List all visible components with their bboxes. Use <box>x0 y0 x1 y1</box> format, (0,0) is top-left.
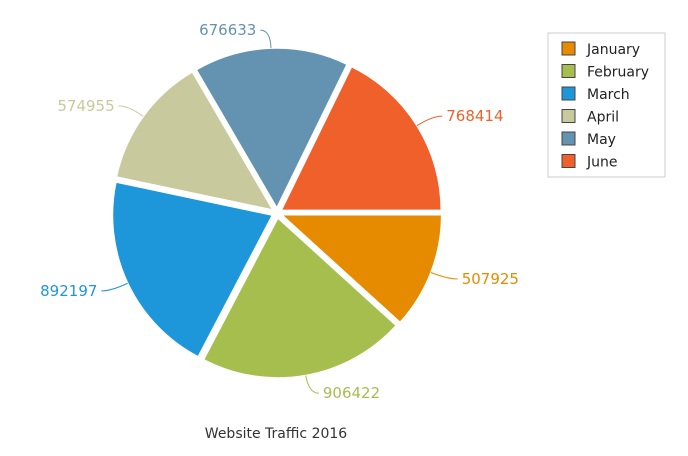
legend-box <box>547 32 666 178</box>
legend-label[interactable]: April <box>587 110 619 126</box>
label-connector <box>118 105 144 117</box>
data-label: 906422 <box>323 384 380 402</box>
label-connector <box>416 115 443 127</box>
data-label: 892197 <box>40 282 97 300</box>
legend-label[interactable]: June <box>586 155 618 171</box>
legend-label[interactable]: May <box>587 132 616 148</box>
label-connector <box>260 29 272 49</box>
data-label: 507925 <box>462 270 519 288</box>
legend: January February March April May June <box>547 32 666 178</box>
label-connector <box>430 272 458 280</box>
legend-swatch <box>561 154 576 168</box>
legend-label[interactable]: February <box>587 65 649 81</box>
pie-slice-january[interactable] <box>279 214 443 324</box>
legend-swatch <box>561 109 576 123</box>
data-label: 676633 <box>199 21 256 39</box>
legend-label[interactable]: March <box>587 87 630 103</box>
pie-slices <box>111 47 443 379</box>
legend-swatch <box>561 86 576 101</box>
legend-swatch <box>561 131 576 146</box>
pie-slice-february[interactable] <box>202 216 398 379</box>
data-label: 574955 <box>57 97 114 115</box>
label-connector <box>305 375 319 394</box>
legend-swatch <box>561 41 576 56</box>
pie-slice-april[interactable] <box>115 70 275 212</box>
pie-slice-june[interactable] <box>280 65 442 212</box>
data-labels: 507925 906422 892197 574955 676633 768414 <box>40 21 519 402</box>
pie-slice-march[interactable] <box>111 181 274 358</box>
pie-slice-may[interactable] <box>195 47 349 210</box>
legend-swatch <box>561 64 576 78</box>
label-connector <box>101 282 128 292</box>
chart-title: Website Traffic 2016 <box>205 426 347 442</box>
legend-label[interactable]: January <box>586 42 640 58</box>
data-label: 768414 <box>446 107 503 125</box>
